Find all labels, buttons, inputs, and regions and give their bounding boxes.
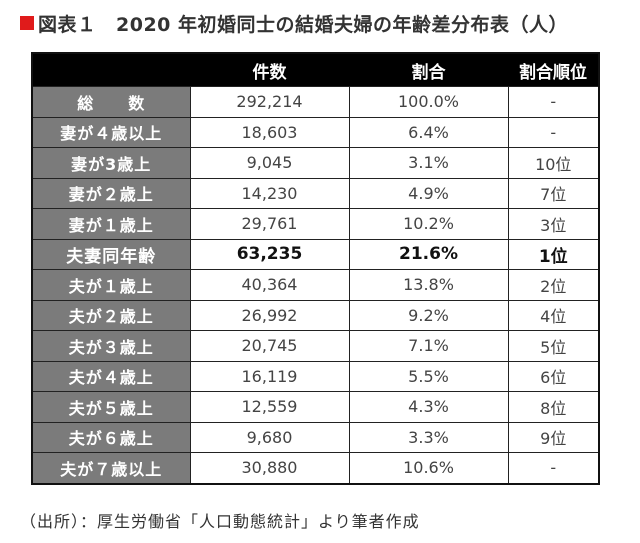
- row-count: 30,880: [189, 452, 350, 484]
- row-count: 40,364: [189, 269, 350, 301]
- row-label: 妻が１歳上: [31, 208, 191, 240]
- source-note: （出所）：厚生労働省「人口動態統計」より筆者作成: [20, 512, 420, 531]
- table-row: 妻が3歳上 9,045 3.1% 10位: [31, 147, 600, 179]
- row-rank: 5位: [507, 330, 600, 362]
- row-count: 292,214: [189, 86, 350, 118]
- row-ratio: 4.3%: [348, 391, 509, 423]
- row-label: 夫が２歳上: [31, 299, 191, 331]
- row-count: 16,119: [189, 360, 350, 392]
- row-label: 夫が３歳上: [31, 330, 191, 362]
- row-count: 29,761: [189, 208, 350, 240]
- row-rank: -: [507, 86, 600, 118]
- row-rank: 9位: [507, 421, 600, 453]
- table-row: 夫が６歳上 9,680 3.3% 9位: [31, 421, 600, 453]
- figure-title-text: 図表１ 2020 年初婚同士の結婚夫婦の年齢差分布表（人）: [38, 13, 568, 36]
- table-row: 夫が５歳上 12,559 4.3% 8位: [31, 391, 600, 423]
- table-header-row: 件数 割合 割合順位: [32, 53, 599, 87]
- age-gap-table: 件数 割合 割合順位 総 数 292,214 100.0% - 妻が４歳以上 18,60…: [31, 52, 600, 485]
- table-row: 夫が２歳上 26,992 9.2% 4位: [31, 299, 600, 331]
- table-row: 夫が４歳上 16,119 5.5% 6位: [31, 360, 600, 392]
- row-count: 20,745: [189, 330, 350, 362]
- row-label: 夫が１歳上: [31, 269, 191, 301]
- row-rank: 6位: [507, 360, 600, 392]
- row-ratio: 3.1%: [348, 147, 509, 179]
- table-row: 妻が２歳上 14,230 4.9% 7位: [31, 177, 600, 209]
- table-row: 妻が１歳上 29,761 10.2% 3位: [31, 208, 600, 240]
- row-label: 夫が４歳上: [31, 360, 191, 392]
- row-label: 妻が3歳上: [31, 147, 191, 179]
- header-label: [32, 53, 190, 87]
- row-ratio: 7.1%: [348, 330, 509, 362]
- row-label: 総 数: [31, 86, 191, 118]
- row-ratio: 5.5%: [348, 360, 509, 392]
- row-count: 12,559: [189, 391, 350, 423]
- header-ratio: 割合: [349, 53, 508, 87]
- row-rank: 4位: [507, 299, 600, 331]
- row-ratio: 13.8%: [348, 269, 509, 301]
- table-row-highlight: 夫妻同年齢 63,235 21.6% 1位: [31, 238, 600, 270]
- row-ratio: 10.6%: [348, 452, 509, 484]
- red-square-marker-icon: [20, 16, 34, 30]
- row-label: 夫が５歳上: [31, 391, 191, 423]
- header-rank: 割合順位: [508, 53, 599, 87]
- row-rank: 2位: [507, 269, 600, 301]
- table-row: 夫が１歳上 40,364 13.8% 2位: [31, 269, 600, 301]
- row-ratio: 6.4%: [348, 116, 509, 148]
- table-row: 総 数 292,214 100.0% -: [31, 86, 600, 118]
- row-count: 26,992: [189, 299, 350, 331]
- row-label: 妻が２歳上: [31, 177, 191, 209]
- row-ratio: 21.6%: [348, 238, 509, 270]
- row-ratio: 10.2%: [348, 208, 509, 240]
- table-row: 夫が７歳以上 30,880 10.6% -: [31, 452, 600, 484]
- table-row: 夫が３歳上 20,745 7.1% 5位: [31, 330, 600, 362]
- row-rank: 10位: [507, 147, 600, 179]
- row-ratio: 3.3%: [348, 421, 509, 453]
- row-ratio: 100.0%: [348, 86, 509, 118]
- row-count: 9,045: [189, 147, 350, 179]
- row-rank: 7位: [507, 177, 600, 209]
- row-count: 14,230: [189, 177, 350, 209]
- row-rank: 3位: [507, 208, 600, 240]
- figure-title: 図表１ 2020 年初婚同士の結婚夫婦の年齢差分布表（人）: [20, 9, 568, 37]
- row-label: 夫が７歳以上: [31, 452, 191, 484]
- row-rank: 8位: [507, 391, 600, 423]
- row-count: 9,680: [189, 421, 350, 453]
- header-count: 件数: [190, 53, 349, 87]
- table-row: 妻が４歳以上 18,603 6.4% -: [31, 116, 600, 148]
- row-rank: 1位: [507, 238, 600, 270]
- row-label: 夫妻同年齢: [31, 238, 191, 270]
- row-rank: -: [507, 452, 600, 484]
- row-count: 63,235: [189, 238, 350, 270]
- row-label: 妻が４歳以上: [31, 116, 191, 148]
- row-ratio: 4.9%: [348, 177, 509, 209]
- row-rank: -: [507, 116, 600, 148]
- row-count: 18,603: [189, 116, 350, 148]
- row-label: 夫が６歳上: [31, 421, 191, 453]
- row-ratio: 9.2%: [348, 299, 509, 331]
